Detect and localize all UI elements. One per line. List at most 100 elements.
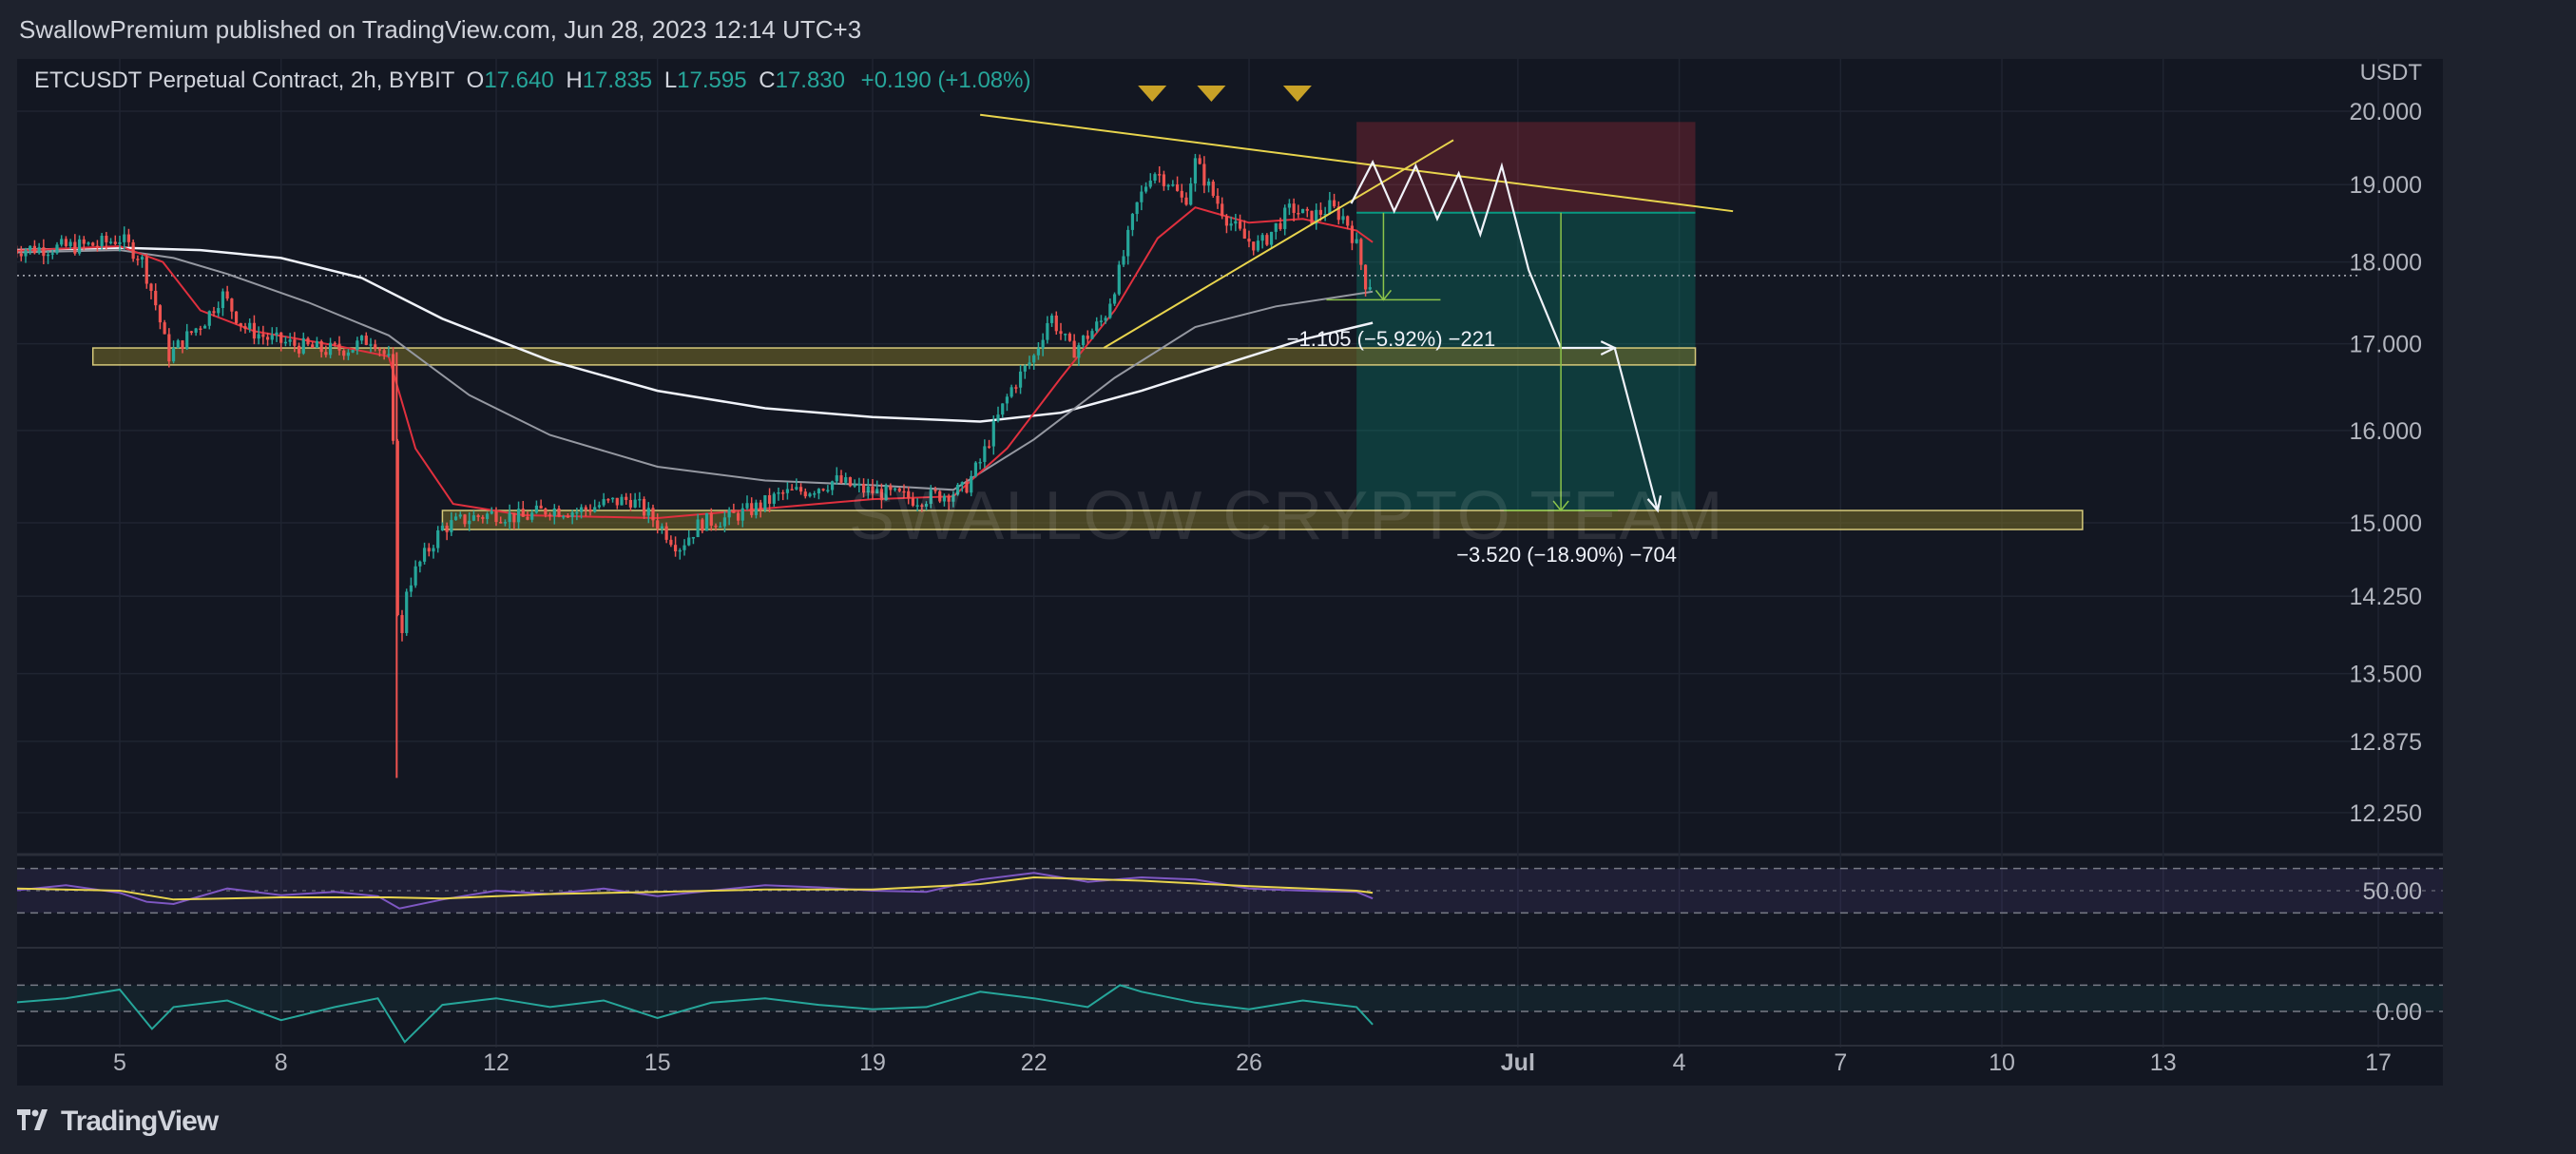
candle-body bbox=[687, 537, 691, 546]
candle-body bbox=[1274, 222, 1278, 232]
tradingview-logo-icon[interactable] bbox=[17, 1106, 51, 1137]
candle-body bbox=[1265, 235, 1269, 245]
candle-body bbox=[1198, 158, 1201, 164]
candle-body bbox=[1368, 287, 1372, 290]
candle-body bbox=[754, 502, 759, 515]
candle-body bbox=[453, 516, 458, 521]
candle-body bbox=[750, 503, 754, 515]
candle-body bbox=[1086, 336, 1089, 339]
osc-tick-label: 0.00 bbox=[2375, 999, 2422, 1026]
candle-body bbox=[418, 561, 422, 567]
candle-body bbox=[494, 510, 498, 523]
candle-body bbox=[24, 250, 28, 257]
candle-body bbox=[813, 493, 817, 495]
y-tick-label: 13.500 bbox=[2350, 662, 2422, 688]
candle-body bbox=[1166, 184, 1170, 187]
candle-body bbox=[29, 245, 32, 251]
candle-body bbox=[1162, 174, 1166, 186]
candle-body bbox=[508, 512, 511, 523]
candle-body bbox=[566, 515, 570, 518]
candle-body bbox=[46, 254, 50, 257]
candle-body bbox=[973, 462, 978, 476]
x-tick-label: 4 bbox=[1673, 1049, 1686, 1076]
candle-body bbox=[544, 509, 548, 515]
candle-body bbox=[1153, 174, 1157, 182]
x-tick-label: 17 bbox=[2365, 1049, 2392, 1076]
candle-body bbox=[575, 511, 579, 514]
candle-body bbox=[638, 498, 642, 501]
candle-body bbox=[1059, 331, 1063, 335]
candle-body bbox=[1148, 181, 1152, 187]
candle-body bbox=[929, 490, 932, 505]
candle-body bbox=[1023, 365, 1027, 372]
candle-body bbox=[239, 322, 242, 327]
candle-body bbox=[628, 499, 633, 508]
candle-body bbox=[866, 486, 870, 493]
candle-body bbox=[50, 253, 54, 255]
candle-body bbox=[1077, 345, 1081, 358]
candle-body bbox=[875, 489, 879, 494]
candle-body bbox=[1175, 184, 1180, 191]
candle-body bbox=[413, 566, 417, 586]
trendline-support bbox=[1103, 139, 1454, 349]
candle-body bbox=[740, 508, 744, 521]
candle-body bbox=[1193, 158, 1198, 183]
candle-body bbox=[1238, 221, 1242, 229]
candle-body bbox=[767, 494, 772, 504]
candle-body bbox=[163, 322, 166, 335]
candle-body bbox=[409, 585, 413, 592]
candle-body bbox=[311, 344, 315, 348]
symbol-title[interactable]: ETCUSDT Perpetual Contract, 2h, BYBIT bbox=[34, 67, 454, 93]
x-tick-label: 8 bbox=[275, 1049, 288, 1076]
candle-body bbox=[1332, 200, 1336, 207]
main-pane-bg bbox=[17, 59, 2361, 852]
oscillator-line bbox=[17, 984, 1374, 1044]
open-label: O bbox=[466, 67, 485, 93]
candle-body bbox=[785, 489, 790, 493]
candle-body bbox=[512, 512, 516, 523]
candle-body bbox=[664, 526, 668, 540]
rsi-tick-label: 50.00 bbox=[2362, 878, 2422, 905]
candle-body bbox=[82, 239, 86, 244]
candle-body bbox=[1350, 225, 1355, 243]
candle-body bbox=[978, 461, 982, 464]
candle-body bbox=[17, 249, 19, 254]
candle-body bbox=[369, 344, 373, 346]
candle-body bbox=[808, 493, 812, 497]
candle-body bbox=[105, 235, 108, 242]
price-chart-svg[interactable]: 20.000 19.000 18.000 17.000 16.000 15.000 14.2… bbox=[17, 59, 2443, 1086]
tradingview-brand[interactable]: TradingView bbox=[61, 1106, 219, 1137]
candle-body bbox=[351, 350, 355, 353]
currency-label: USDT bbox=[2360, 60, 2423, 86]
candle-body bbox=[118, 241, 122, 244]
candle-body bbox=[471, 515, 476, 521]
candle-body bbox=[839, 475, 843, 483]
candle-body bbox=[73, 241, 77, 254]
x-tick-label: 7 bbox=[1834, 1049, 1847, 1076]
candle-body bbox=[897, 488, 901, 491]
ema-slow-line bbox=[17, 246, 1374, 423]
candle-body bbox=[534, 505, 539, 513]
candle-body bbox=[942, 495, 947, 502]
candle-body bbox=[243, 326, 247, 329]
candle-body bbox=[248, 322, 252, 329]
candle-body bbox=[861, 484, 866, 493]
candle-body bbox=[1144, 186, 1148, 192]
candle-body bbox=[1054, 315, 1058, 332]
trendline-resistance bbox=[980, 113, 1734, 213]
ema-mid-line bbox=[17, 249, 1374, 491]
candle-body bbox=[212, 311, 216, 314]
candle-body bbox=[1117, 264, 1121, 295]
candle-body bbox=[490, 510, 493, 514]
chart-area[interactable]: 20.000 19.000 18.000 17.000 16.000 15.000 14.2… bbox=[17, 59, 2443, 1086]
y-tick-label: 19.000 bbox=[2350, 172, 2422, 199]
candle-body bbox=[140, 257, 144, 260]
candle-body bbox=[579, 507, 584, 512]
candle-body bbox=[1297, 212, 1300, 215]
candle-body bbox=[763, 494, 767, 510]
candle-body bbox=[400, 615, 404, 634]
y-tick-label: 16.000 bbox=[2350, 418, 2422, 445]
candle-body bbox=[217, 308, 221, 314]
x-tick-label: 22 bbox=[1021, 1049, 1048, 1076]
x-tick-label: 5 bbox=[113, 1049, 126, 1076]
